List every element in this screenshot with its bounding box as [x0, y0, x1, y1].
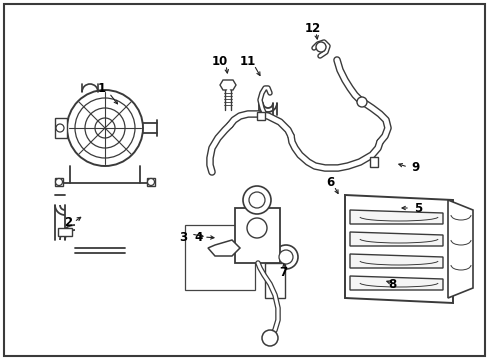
Circle shape	[55, 179, 62, 185]
Text: 2: 2	[64, 216, 72, 229]
Text: 1: 1	[98, 81, 106, 95]
Circle shape	[356, 97, 366, 107]
Polygon shape	[147, 178, 155, 186]
Bar	[58, 228, 72, 236]
Text: 9: 9	[410, 161, 418, 174]
Text: 4: 4	[195, 230, 203, 243]
Bar	[184, 225, 254, 290]
Text: 6: 6	[325, 176, 333, 189]
Circle shape	[67, 90, 142, 166]
Circle shape	[262, 330, 278, 346]
Text: 10: 10	[211, 54, 228, 68]
Text: 8: 8	[387, 279, 395, 292]
Circle shape	[85, 108, 125, 148]
Polygon shape	[264, 263, 285, 298]
Text: 5: 5	[413, 202, 421, 215]
Circle shape	[147, 179, 154, 185]
Circle shape	[246, 218, 266, 238]
Circle shape	[95, 118, 115, 138]
Polygon shape	[349, 232, 442, 246]
Circle shape	[248, 192, 264, 208]
Circle shape	[56, 124, 64, 132]
Circle shape	[279, 250, 292, 264]
Polygon shape	[447, 200, 472, 298]
Polygon shape	[349, 210, 442, 224]
Polygon shape	[349, 276, 442, 290]
Polygon shape	[349, 254, 442, 268]
Circle shape	[315, 42, 325, 52]
Text: 7: 7	[278, 266, 286, 279]
Polygon shape	[207, 240, 240, 256]
Polygon shape	[55, 178, 63, 186]
Polygon shape	[345, 195, 452, 303]
Text: 3: 3	[179, 230, 187, 243]
Circle shape	[75, 98, 135, 158]
Circle shape	[243, 186, 270, 214]
Bar	[369, 157, 377, 167]
Text: 11: 11	[240, 54, 256, 68]
Polygon shape	[55, 118, 67, 138]
Bar	[257, 112, 264, 120]
Polygon shape	[235, 208, 280, 263]
Polygon shape	[220, 80, 236, 90]
Circle shape	[273, 245, 297, 269]
Text: 12: 12	[304, 22, 321, 35]
